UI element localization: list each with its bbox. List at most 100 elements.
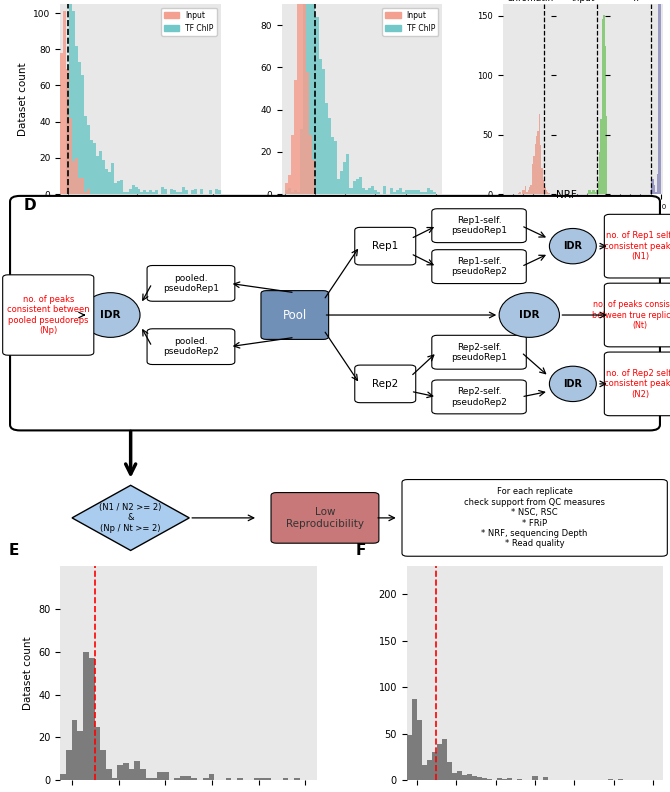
Y-axis label: Dataset count: Dataset count — [18, 63, 27, 135]
Bar — [417, 190, 420, 194]
Bar — [151, 778, 157, 780]
Bar — [291, 135, 294, 194]
FancyBboxPatch shape — [604, 352, 670, 416]
Bar — [111, 163, 114, 194]
Bar — [117, 765, 123, 780]
Bar — [283, 778, 288, 780]
Bar — [294, 190, 297, 194]
Bar — [102, 160, 105, 194]
FancyBboxPatch shape — [431, 249, 527, 284]
Bar — [393, 192, 396, 194]
Bar — [164, 188, 168, 194]
Text: D: D — [23, 198, 36, 213]
Bar — [69, 118, 72, 194]
Bar — [129, 770, 135, 780]
Bar — [447, 762, 452, 780]
Bar — [60, 774, 66, 780]
Text: Rep2-self.
pseudoRep1: Rep2-self. pseudoRep1 — [451, 343, 507, 362]
Ellipse shape — [81, 293, 140, 337]
Bar — [423, 192, 427, 194]
Ellipse shape — [549, 366, 596, 402]
Text: For each replicate
check support from QC measures
* NSC, RSC
* FRiP
* NRF, seque: For each replicate check support from QC… — [464, 487, 605, 548]
Bar — [87, 188, 90, 194]
Bar — [531, 185, 532, 194]
FancyBboxPatch shape — [261, 291, 329, 340]
Bar — [427, 188, 429, 194]
Bar — [383, 185, 387, 194]
Bar — [517, 779, 523, 780]
Bar — [112, 778, 117, 780]
Bar — [533, 156, 535, 194]
Bar — [368, 188, 371, 194]
Text: no. of peaks
consistent between
pooled pseudoreps
(Np): no. of peaks consistent between pooled p… — [7, 295, 90, 335]
Bar — [604, 45, 606, 194]
Bar — [389, 188, 393, 194]
Bar — [547, 192, 548, 194]
FancyBboxPatch shape — [604, 215, 670, 278]
Text: Rep2: Rep2 — [372, 379, 399, 389]
Bar — [294, 80, 297, 194]
Bar — [141, 192, 143, 194]
Bar — [75, 158, 78, 194]
Bar — [306, 0, 310, 194]
Bar — [81, 177, 84, 194]
Bar — [94, 727, 100, 780]
Bar — [356, 179, 358, 194]
Bar — [462, 775, 467, 780]
Bar — [650, 190, 651, 194]
Bar — [518, 192, 519, 194]
Bar — [545, 190, 547, 194]
Bar — [411, 190, 414, 194]
FancyBboxPatch shape — [355, 227, 415, 265]
Bar — [83, 652, 89, 780]
FancyBboxPatch shape — [431, 380, 527, 414]
FancyBboxPatch shape — [10, 196, 660, 430]
Bar — [340, 171, 343, 194]
Bar — [300, 128, 303, 194]
Text: Pool: Pool — [283, 309, 307, 322]
Bar — [152, 192, 155, 194]
Bar — [590, 190, 591, 194]
Bar — [529, 187, 531, 194]
Text: IDR: IDR — [519, 310, 539, 320]
Bar — [200, 188, 203, 194]
Bar — [653, 178, 654, 194]
Bar — [297, 2, 300, 194]
Bar — [602, 19, 603, 194]
Bar — [310, 0, 312, 194]
Bar — [69, 0, 72, 194]
Bar — [618, 779, 623, 780]
Text: pooled.
pseudoRep1: pooled. pseudoRep1 — [163, 274, 219, 293]
Text: IDR: IDR — [563, 241, 582, 251]
Bar — [497, 779, 502, 780]
FancyBboxPatch shape — [402, 479, 667, 556]
Bar — [405, 190, 408, 194]
Text: no. of Rep2 self-
consistent peaks
(N2): no. of Rep2 self- consistent peaks (N2) — [604, 369, 670, 399]
Bar — [527, 192, 528, 194]
Bar — [543, 777, 547, 780]
Bar — [536, 135, 537, 194]
Bar — [417, 720, 422, 780]
Bar — [477, 777, 482, 780]
Text: no. of peaks consistent
between true replicates
(Nt): no. of peaks consistent between true rep… — [592, 300, 670, 330]
Bar — [528, 190, 529, 194]
Bar — [539, 114, 540, 194]
Text: E: E — [9, 543, 19, 558]
Bar — [157, 771, 163, 780]
Bar — [595, 192, 596, 194]
Bar — [487, 779, 492, 780]
Text: Rep1-self.
pseudoRep2: Rep1-self. pseudoRep2 — [451, 257, 507, 276]
Bar — [303, 0, 306, 194]
Bar — [312, 160, 316, 194]
Bar — [594, 190, 595, 194]
Bar — [194, 188, 197, 194]
Bar — [316, 17, 318, 194]
Bar — [482, 779, 487, 780]
Text: pooled.
pseudoRep2: pooled. pseudoRep2 — [163, 337, 219, 356]
Bar — [72, 162, 75, 194]
Bar — [346, 154, 350, 194]
Bar — [365, 190, 368, 194]
Bar — [114, 183, 117, 194]
Bar — [420, 192, 423, 194]
Bar — [179, 192, 182, 194]
